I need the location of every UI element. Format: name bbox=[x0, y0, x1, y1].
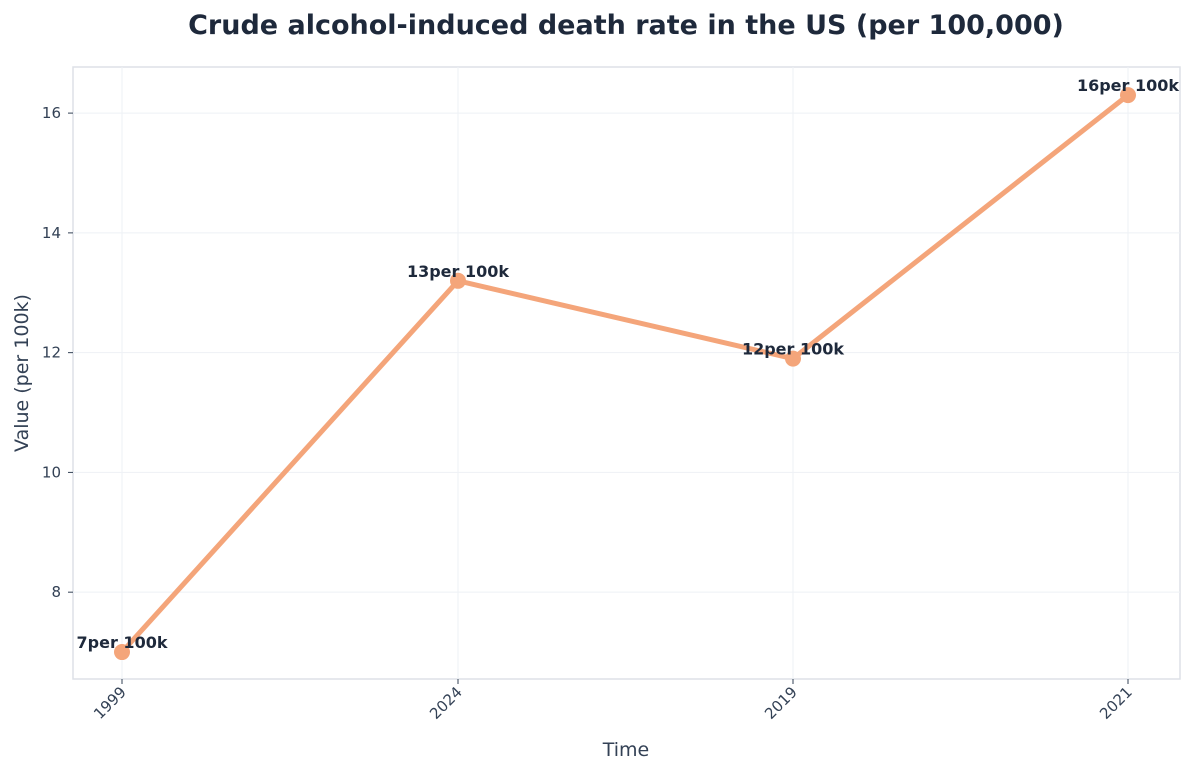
chart-title: Crude alcohol-induced death rate in the … bbox=[188, 10, 1064, 41]
series-line bbox=[119, 92, 1131, 655]
x-tick-label: 2021 bbox=[1096, 683, 1136, 723]
series bbox=[114, 87, 1136, 661]
y-tick-label: 14 bbox=[42, 224, 61, 242]
data-labels: 7per 100k 13per 100k 12per 100k 16per 100k bbox=[77, 76, 1180, 652]
plot-area bbox=[72, 66, 1181, 680]
x-tick-label: 2024 bbox=[426, 683, 466, 723]
data-point bbox=[450, 272, 466, 289]
y-tick-label: 8 bbox=[51, 583, 61, 601]
data-point bbox=[114, 644, 130, 661]
data-label: 7per 100k bbox=[77, 633, 168, 652]
y-axis-label: Value (per 100k) bbox=[11, 294, 33, 452]
data-label: 16per 100k bbox=[1077, 76, 1179, 95]
y-tick-label: 10 bbox=[42, 463, 61, 481]
data-point bbox=[1120, 87, 1136, 104]
x-tick-label: 1999 bbox=[90, 683, 130, 723]
x-axis-ticks: 1999 2024 2019 2021 bbox=[90, 679, 1136, 723]
grid bbox=[73, 67, 1180, 679]
data-point bbox=[785, 350, 801, 367]
x-tick-label: 2019 bbox=[761, 683, 801, 723]
data-label: 12per 100k bbox=[742, 340, 844, 359]
y-tick-label: 12 bbox=[42, 344, 61, 362]
data-label: 13per 100k bbox=[407, 262, 509, 281]
y-tick-label: 16 bbox=[42, 104, 61, 122]
y-axis-ticks: 8 10 12 14 16 bbox=[42, 104, 73, 601]
x-axis-label: Time bbox=[602, 739, 650, 761]
